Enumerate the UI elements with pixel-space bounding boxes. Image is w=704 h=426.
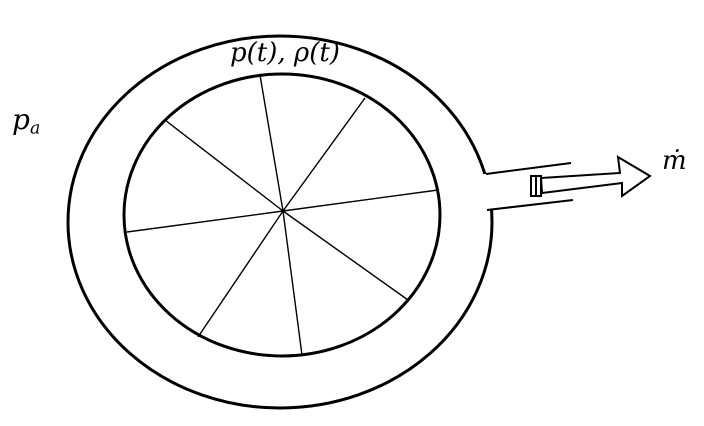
flow-arrow: [539, 155, 652, 198]
outlet-gap: [480, 174, 496, 209]
spoke: [126, 210, 284, 233]
spoke: [197, 210, 284, 338]
spoke: [282, 210, 303, 356]
spoke: [164, 119, 284, 212]
outlet-pipe-top: [485, 162, 572, 175]
mass-flow-label: ṁ: [662, 146, 687, 176]
spoke: [282, 97, 366, 212]
outlet-pipe-bottom: [486, 199, 574, 211]
inner-chamber: [122, 72, 442, 358]
ambient-pressure-subscript: a: [29, 118, 41, 139]
spoke: [259, 74, 284, 212]
spokes: [126, 74, 439, 356]
ambient-pressure-label: pa: [12, 106, 40, 138]
spoke: [282, 210, 409, 301]
tank-state-label: p(t), ρ(t): [230, 38, 340, 68]
ambient-pressure-text: pa: [12, 103, 41, 139]
valve: [530, 175, 542, 197]
outer-ring: [66, 34, 494, 410]
spoke: [282, 189, 439, 212]
